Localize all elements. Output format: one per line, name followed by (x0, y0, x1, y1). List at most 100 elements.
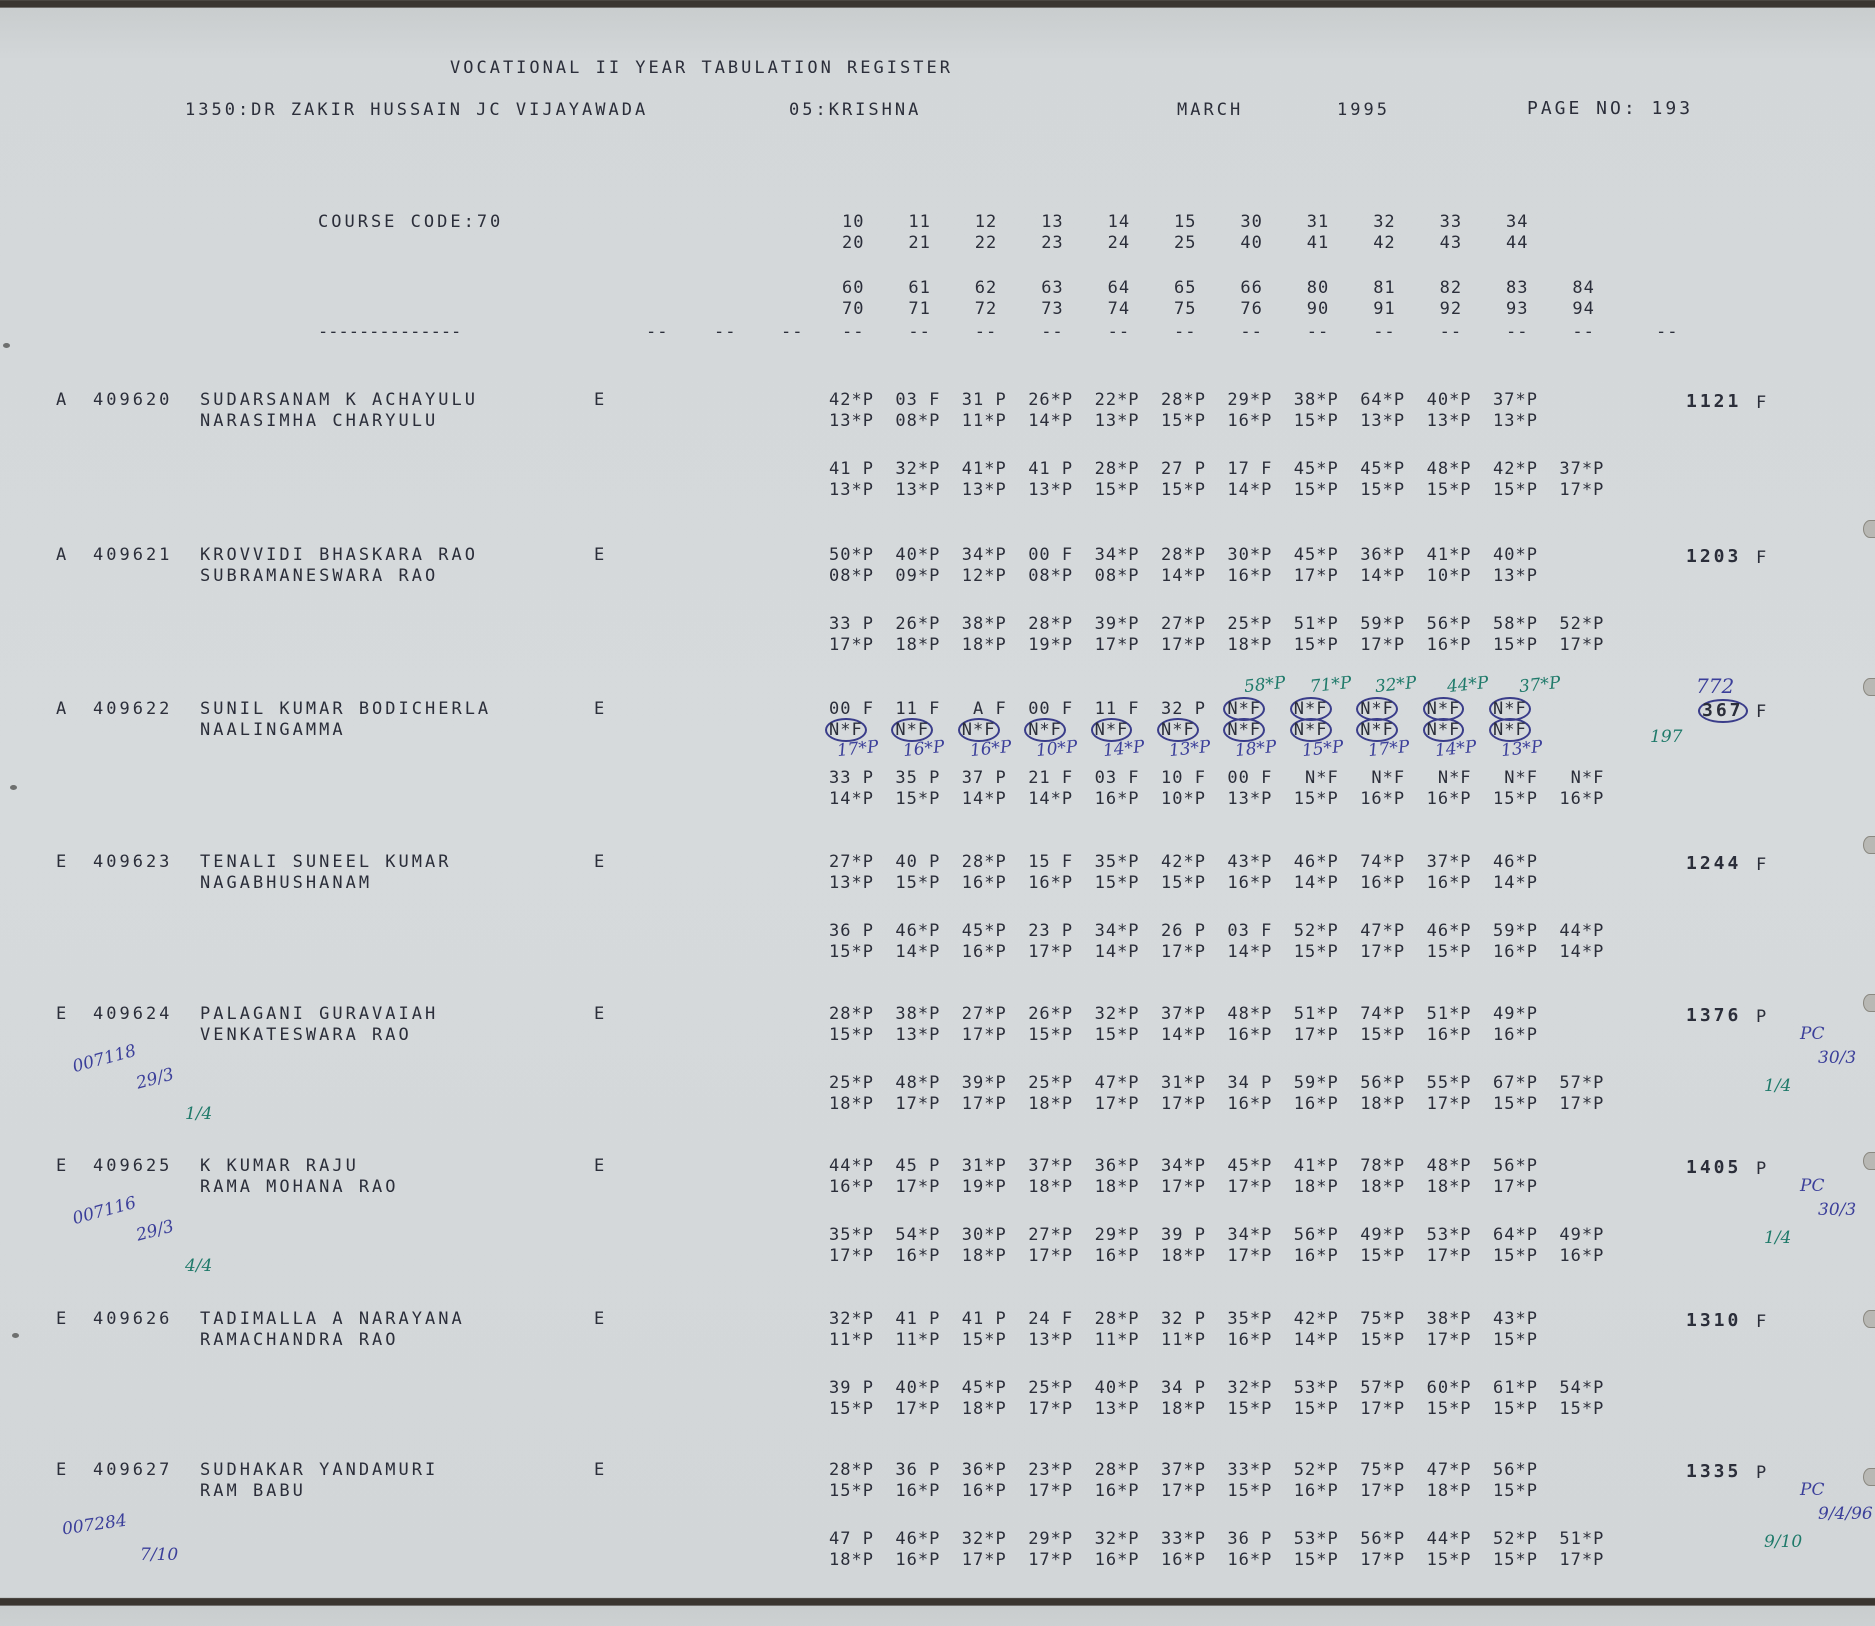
mark-cell: 36 P (895, 1460, 941, 1480)
handwritten-correction: 15*P (1300, 736, 1345, 762)
mark-cell: 17*P (1559, 480, 1605, 500)
medium: E (594, 699, 608, 719)
mark-cell: 17*P (1028, 1246, 1074, 1266)
mark-cell: 17*P (1559, 1094, 1605, 1114)
mark-cell: 16*P (1559, 1246, 1605, 1266)
mark-cell: 22*P (1094, 390, 1140, 410)
column-code: 92 (1439, 299, 1463, 319)
result: F (1756, 393, 1770, 413)
mark-cell: 15*P (1493, 1399, 1538, 1419)
mark-cell: 18*P (829, 1550, 874, 1570)
mark-cell: 47*P (1360, 921, 1406, 941)
mark-cell: 28*P (829, 1460, 874, 1480)
mark-cell: 40*P (1426, 390, 1472, 410)
student-name: KROVVIDI BHASKARA RAO (200, 545, 478, 565)
mark-cell: 11*P (895, 1330, 941, 1350)
mark-cell: 15*P (961, 1330, 1007, 1350)
separator-dash: -- (1656, 322, 1679, 342)
mark-cell: 11*P (1161, 1330, 1206, 1350)
student-name: TENALI SUNEEL KUMAR (200, 852, 452, 872)
margin-annotation: 9/10 (1764, 1532, 1803, 1552)
mark-cell: 46*P (895, 921, 941, 941)
mark-cell: 33 P (829, 768, 874, 788)
mark-cell: 13*P (1094, 411, 1140, 431)
mark-cell: 00 F (1227, 768, 1273, 788)
revised-total: 772 (1696, 674, 1735, 698)
mark-cell: 16*P (1493, 942, 1538, 962)
mark-cell: 17*P (1559, 1550, 1605, 1570)
mark-cell: 17*P (1094, 635, 1140, 655)
mark-cell: 15*P (1227, 1481, 1273, 1501)
mark-cell: 13*P (961, 480, 1007, 500)
mark-cell: 15*P (895, 789, 941, 809)
mark-cell: 42*P (1293, 1309, 1339, 1329)
mark-cell: 46*P (895, 1529, 941, 1549)
mark-cell: 14*P (961, 789, 1007, 809)
column-code: 74 (1107, 299, 1131, 319)
mark-cell: 44*P (1559, 921, 1605, 941)
mark-cell: 57*P (1559, 1073, 1605, 1093)
handwritten-correction: 17*P (1367, 736, 1411, 762)
mark-cell: 74*P (1360, 1004, 1406, 1024)
mark-cell: 15*P (1360, 1246, 1406, 1266)
mark-cell: 37 P (961, 768, 1007, 788)
mark-cell: 25*P (1227, 614, 1273, 634)
parent-name: RAMACHANDRA RAO (200, 1330, 399, 1350)
mark-cell: 08*P (1028, 566, 1074, 586)
separator-dash: -- (1373, 322, 1396, 342)
mark-cell: 14*P (1028, 411, 1074, 431)
mark-cell: 10 F (1161, 768, 1206, 788)
mark-cell: 15*P (1227, 1399, 1273, 1419)
mark-cell: 13*P (1227, 789, 1273, 809)
mark-cell: 38*P (895, 1004, 941, 1024)
margin-annotation: PC (1800, 1480, 1825, 1500)
mark-cell: 12*P (961, 566, 1007, 586)
column-code: 24 (1107, 233, 1131, 253)
mark-cell: 16*P (895, 1246, 941, 1266)
mark-cell: 13*P (1426, 411, 1472, 431)
parent-name: RAM BABU (200, 1481, 306, 1501)
mark-cell: 14*P (1227, 942, 1273, 962)
separator-dash: -- (1506, 322, 1529, 342)
mark-cell: 34*P (961, 545, 1007, 565)
parent-name: NAALINGAMMA (200, 720, 346, 740)
mark-cell: 32*P (895, 459, 941, 479)
roll-number: 409624 (93, 1004, 173, 1024)
mark-cell: 32 P (1161, 1309, 1206, 1329)
column-code: 60 (842, 278, 865, 298)
mark-cell: 38*P (961, 614, 1007, 634)
mark-cell: 46*P (1493, 852, 1538, 872)
mark-cell: 45 P (895, 1156, 941, 1176)
student-name: SUDARSANAM K ACHAYULU (200, 390, 478, 410)
mark-cell: 26*P (1028, 1004, 1074, 1024)
mark-cell: 32*P (1094, 1004, 1140, 1024)
page-number: PAGE NO: 193 (1527, 98, 1694, 119)
mark-cell: 13*P (829, 411, 874, 431)
grade: E (56, 1004, 70, 1024)
mark-cell: 16*P (1360, 873, 1406, 893)
column-code: 84 (1572, 278, 1595, 298)
column-code: 40 (1240, 233, 1263, 253)
mark-cell: 16*P (1028, 873, 1074, 893)
mark-cell: 37*P (1161, 1460, 1206, 1480)
handwritten-correction: 32*P (1374, 672, 1418, 698)
column-code: 91 (1373, 299, 1396, 319)
mark-cell: 16*P (1227, 1094, 1273, 1114)
mark-cell: 25*P (829, 1073, 874, 1093)
medium: E (594, 390, 608, 410)
separator-dash: -- (1240, 322, 1263, 342)
exam-year: 1995 (1337, 100, 1390, 120)
mark-cell: N*F (1360, 768, 1406, 788)
mark-cell: 00 F (829, 699, 874, 719)
margin-annotation: 29/3 (134, 1064, 177, 1094)
parent-name: NAGABHUSHANAM (200, 873, 373, 893)
column-code: 12 (974, 212, 998, 232)
mark-cell: 18*P (961, 1399, 1007, 1419)
mark-cell: 15*P (1293, 1550, 1339, 1570)
handwritten-correction: 71*P (1309, 672, 1353, 698)
mark-cell: 30*P (1227, 545, 1273, 565)
mark-cell: 37*P (1493, 390, 1538, 410)
mark-cell: 15 F (1028, 852, 1074, 872)
mark-cell: 16*P (1227, 1550, 1273, 1570)
column-code: 23 (1041, 233, 1064, 253)
